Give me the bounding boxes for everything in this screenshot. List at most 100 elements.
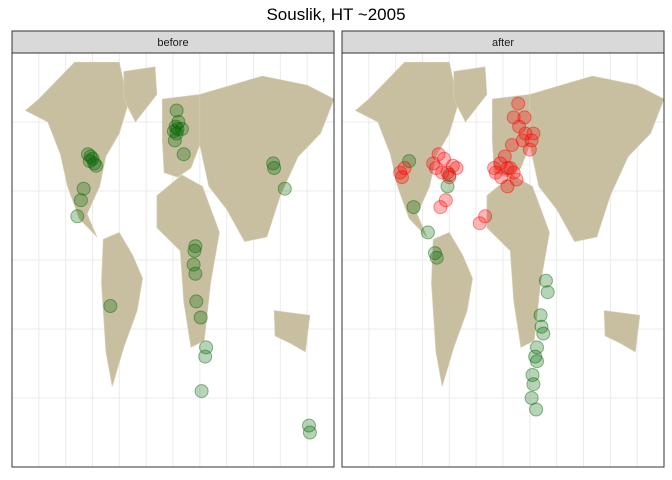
data-point	[402, 154, 417, 169]
data-point	[169, 126, 184, 141]
land-mass	[603, 310, 641, 353]
data-point	[87, 156, 102, 171]
data-point	[526, 377, 541, 392]
data-point	[437, 151, 451, 166]
land-masses	[354, 61, 665, 387]
data-point	[530, 340, 544, 355]
panel-after: after	[341, 30, 665, 468]
data-point	[493, 156, 508, 171]
data-point	[472, 216, 487, 231]
data-point	[169, 103, 184, 118]
data-point	[76, 181, 91, 196]
data-point	[488, 165, 503, 180]
data-point	[536, 326, 551, 341]
data-point	[438, 193, 453, 208]
data-point	[445, 158, 460, 173]
data-point	[85, 151, 100, 166]
land-mass	[273, 310, 311, 353]
data-point	[538, 273, 553, 288]
data-point	[529, 402, 544, 417]
data-point	[73, 193, 88, 208]
land-masses	[24, 61, 335, 387]
data-point	[194, 384, 209, 399]
data-point	[540, 285, 555, 300]
data-point	[397, 161, 412, 175]
data-point	[302, 418, 316, 433]
land-mass	[486, 174, 550, 348]
data-point	[81, 147, 95, 162]
data-point	[302, 425, 317, 440]
data-point	[393, 165, 408, 180]
data-point	[267, 161, 282, 175]
data-point	[497, 149, 512, 164]
data-point	[266, 156, 281, 171]
data-point	[526, 126, 541, 141]
data-point	[478, 209, 493, 224]
data-point	[525, 368, 540, 382]
panel-border	[11, 52, 335, 468]
data-point	[530, 354, 544, 369]
data-point	[524, 133, 539, 148]
data-point	[193, 310, 208, 325]
data-point	[187, 243, 202, 258]
land-mass	[354, 61, 459, 238]
panel-border	[341, 52, 665, 468]
data-point	[277, 181, 292, 196]
data-point	[429, 250, 444, 265]
data-point	[174, 121, 189, 136]
data-point	[509, 172, 524, 187]
data-point	[515, 133, 530, 148]
data-point	[168, 119, 183, 134]
data-point	[431, 147, 446, 162]
data-point	[394, 170, 409, 185]
data-point	[487, 161, 502, 175]
data-point	[199, 340, 214, 355]
data-point	[517, 110, 532, 125]
data-point	[103, 299, 118, 313]
data-point	[420, 225, 435, 240]
data-point	[198, 349, 213, 364]
chart-title: Souslik, HT ~2005	[266, 5, 405, 24]
data-point	[166, 124, 181, 139]
data-point	[504, 138, 519, 152]
data-point	[170, 121, 185, 136]
data-point	[406, 200, 421, 215]
data-point	[533, 308, 548, 323]
data-point	[503, 161, 518, 175]
data-point	[518, 126, 533, 141]
land-mass	[453, 66, 488, 123]
strip-label: before	[157, 37, 188, 49]
data-point	[188, 266, 203, 281]
data-point	[167, 133, 182, 148]
panels-group: before after	[11, 30, 665, 468]
data-point	[426, 156, 441, 171]
data-point	[449, 161, 464, 175]
land-mass	[529, 75, 665, 242]
data-point	[83, 149, 98, 164]
data-point	[442, 170, 457, 185]
data-point	[524, 391, 539, 405]
land-mass	[431, 232, 473, 387]
data-point	[176, 147, 191, 162]
land-mass	[199, 75, 335, 242]
land-mass	[24, 61, 129, 238]
data-point	[186, 257, 201, 272]
data-point	[506, 165, 521, 180]
data-point	[522, 142, 537, 157]
data-point	[428, 246, 442, 261]
data-point	[188, 239, 203, 254]
data-point	[440, 165, 455, 180]
data-point	[534, 319, 549, 334]
data-point	[494, 170, 509, 185]
data-point	[70, 209, 85, 224]
data-point	[435, 165, 450, 180]
panel-before: before	[11, 30, 335, 468]
land-mass	[101, 232, 143, 387]
data-point	[428, 161, 443, 175]
land-mass	[123, 66, 158, 123]
data-point	[506, 110, 521, 125]
point-layer	[393, 96, 555, 417]
data-point	[512, 119, 527, 134]
data-point	[440, 179, 455, 194]
